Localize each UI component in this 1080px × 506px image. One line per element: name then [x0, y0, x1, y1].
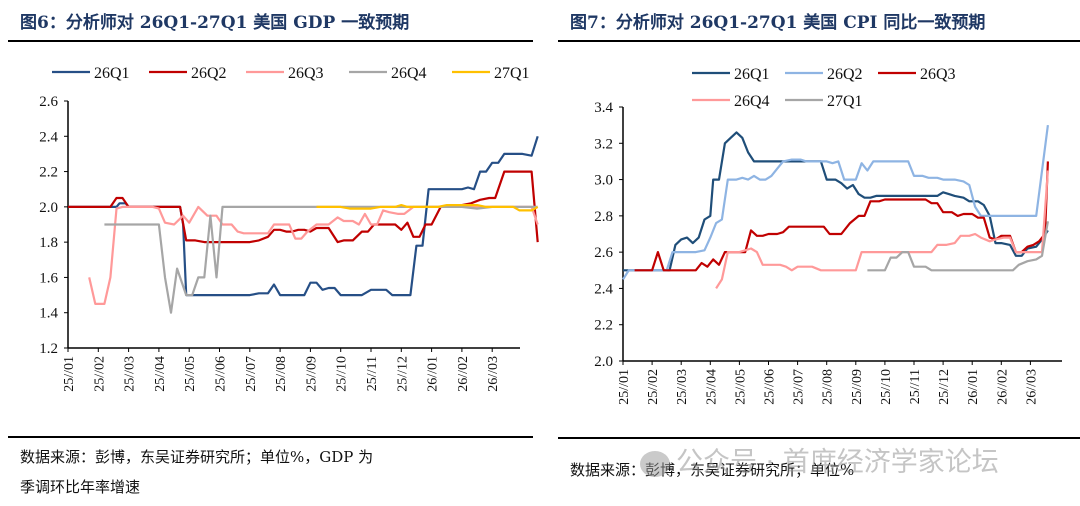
- figure-6-source-line-2: 季调环比年率增速: [20, 478, 141, 496]
- gdp-chart: 1.2 1.4 1.6 1.8 2.0 2.2 2.4 2.6 25//01 25//02 25//…: [39, 65, 539, 392]
- y-tick-label: 2.4: [594, 281, 613, 297]
- x-tick-label: 25//06: [214, 356, 229, 392]
- series-line-26Q1: [68, 135, 539, 297]
- y-tick-label: 2.6: [594, 245, 613, 261]
- x-tick-label: 25//08: [274, 356, 289, 392]
- figure-7-panel: 图7：分析师对 26Q1-27Q1 美国 CPI 同比一致预期 2.0 2.2 2.…: [540, 0, 1080, 506]
- x-tick-label: 25//03: [675, 369, 690, 405]
- figure-6-panel: 图6：分析师对 26Q1-27Q1 美国 GDP 一致预期 1.2 1.4 1.6 1…: [8, 13, 539, 496]
- x-tick-label: 25//10: [879, 369, 894, 405]
- x-tick-label: 25//04: [153, 356, 168, 392]
- legend-label-27Q1: 27Q1: [494, 65, 530, 82]
- series-line-26Q3: [88, 205, 539, 305]
- legend-label-27Q1: 27Q1: [827, 93, 863, 110]
- x-tick-label: 26//01: [966, 369, 981, 405]
- x-tick-label: 25//07: [244, 356, 259, 392]
- x-tick-label: 25//11: [365, 356, 380, 391]
- x-tick-label: 26//02: [995, 369, 1010, 405]
- series-line-26Q4: [715, 170, 1049, 289]
- x-tick-label: 25//12: [937, 369, 952, 405]
- y-tick-label: 1.8: [39, 235, 58, 251]
- x-tick-label: 26//02: [456, 356, 471, 392]
- legend-label-26Q2: 26Q2: [827, 66, 863, 83]
- legend-label-26Q1: 26Q1: [734, 66, 770, 83]
- x-tick-label: 26//03: [1024, 369, 1039, 405]
- watermark: 公众号 · 首席经济学家论坛: [640, 440, 999, 479]
- figure-6-title: 图6：分析师对 26Q1-27Q1 美国 GDP 一致预期: [20, 13, 410, 33]
- figure-7-bottom-rule: [558, 437, 1080, 439]
- series-line-27Q1: [316, 204, 539, 212]
- x-tick-label: 25//02: [646, 369, 661, 405]
- x-tick-label: 25//09: [304, 356, 319, 392]
- x-tick-label: 25//07: [792, 369, 807, 405]
- x-tick-label: 25//01: [62, 356, 77, 392]
- x-tick-label: 26//01: [426, 356, 441, 392]
- legend-label-26Q3: 26Q3: [920, 66, 956, 83]
- wechat-icon: [640, 450, 670, 477]
- legend-label-26Q3: 26Q3: [288, 65, 324, 82]
- y-tick-label: 2.2: [39, 165, 58, 181]
- y-tick-label: 2.0: [39, 200, 58, 216]
- watermark-text: 公众号 · 首席经济学家论坛: [676, 447, 999, 478]
- figure-6-top-rule: [8, 40, 533, 42]
- x-tick-label: 25//01: [617, 369, 632, 405]
- y-tick-label: 3.4: [594, 100, 613, 116]
- series-line-27Q1: [867, 221, 1049, 272]
- x-tick-label: 25//10: [335, 356, 350, 392]
- y-tick-label: 2.6: [39, 94, 58, 110]
- x-tick-label: 25//04: [704, 369, 719, 405]
- y-tick-label: 1.6: [39, 270, 58, 286]
- x-tick-label: 26//03: [486, 356, 501, 392]
- y-tick-label: 2.4: [39, 129, 58, 145]
- x-tick-label: 25//02: [92, 356, 107, 392]
- y-tick-label: 3.2: [594, 136, 613, 152]
- y-tick-label: 3.0: [594, 173, 613, 189]
- legend-label-26Q1: 26Q1: [94, 65, 130, 82]
- series-line-26Q4: [104, 205, 538, 314]
- legend-label-26Q4: 26Q4: [391, 65, 427, 82]
- series-line-26Q2: [622, 124, 1049, 280]
- series-line-26Q1: [623, 131, 1049, 272]
- figure-7-title: 图7：分析师对 26Q1-27Q1 美国 CPI 同比一致预期: [570, 13, 986, 33]
- y-tick-label: 2.0: [594, 354, 613, 370]
- figure-6-source-line-1: 数据来源：彭博，东吴证券研究所；单位%，GDP 为: [20, 448, 374, 466]
- y-tick-label: 1.4: [39, 306, 58, 322]
- legend-label-26Q4: 26Q4: [734, 93, 770, 110]
- y-tick-label: 1.2: [39, 341, 58, 357]
- x-tick-label: 25//05: [733, 369, 748, 405]
- x-tick-label: 25//06: [763, 369, 778, 405]
- figure-7-top-rule: [558, 40, 1080, 42]
- x-tick-label: 25//09: [850, 369, 865, 405]
- figure-6-bottom-rule: [8, 436, 533, 438]
- x-tick-label: 25//03: [123, 356, 138, 392]
- x-tick-label: 25//12: [395, 356, 410, 392]
- cpi-chart: 2.0 2.2 2.4 2.6 2.8 3.0 3.2 3.4 25//01 25//02 25//…: [594, 66, 1062, 405]
- x-tick-label: 25//05: [183, 356, 198, 392]
- x-tick-label: 25//11: [908, 369, 923, 404]
- x-tick-label: 25//08: [821, 369, 836, 405]
- y-tick-label: 2.8: [594, 209, 613, 225]
- y-tick-label: 2.2: [594, 318, 613, 334]
- legend-label-26Q2: 26Q2: [191, 65, 227, 82]
